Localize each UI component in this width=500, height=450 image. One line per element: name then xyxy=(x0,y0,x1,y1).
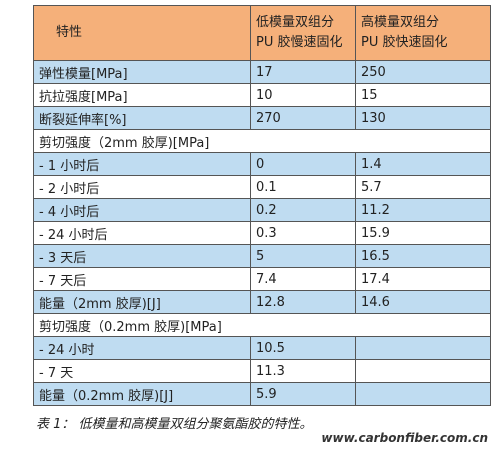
table-cell: 抗拉强度[MPa] xyxy=(33,83,251,107)
table-row: - 24 小时后 0.3 15.9 xyxy=(33,221,491,245)
table-cell: 12.8 xyxy=(250,290,356,314)
table-cell: - 3 天后 xyxy=(33,244,251,268)
table-row: - 7 天 11.3 xyxy=(33,359,491,383)
table-cell: 250 xyxy=(355,60,491,84)
table-cell: 5 xyxy=(250,244,356,268)
table-cell: 能量（2mm 胶厚)[J] xyxy=(33,290,251,314)
header-cell: 低模量双组分 PU 胶慢速固化 xyxy=(250,5,356,61)
table-cell: - 1 小时后 xyxy=(33,152,251,176)
table-row: - 4 小时后 0.2 11.2 xyxy=(33,198,491,222)
caption: 表 1： 低模量和高模量双组分聚氨酯胶的特性。 xyxy=(36,417,313,432)
table-cell: 11.3 xyxy=(250,359,356,383)
table-cell: 0.3 xyxy=(250,221,356,245)
table-cell: - 7 天 xyxy=(33,359,251,383)
table-cell xyxy=(355,359,491,383)
table-cell: 5.9 xyxy=(250,382,356,406)
table-cell: 弹性模量[MPa] xyxy=(33,60,251,84)
table-cell: 17.4 xyxy=(355,267,491,291)
table-row: 能量（0.2mm 胶厚)[J] 5.9 xyxy=(33,382,491,406)
header-row: 特性 低模量双组分 PU 胶慢速固化 高模量双组分 PU 胶快速固化 xyxy=(33,5,491,61)
table-row: - 7 天后 7.4 17.4 xyxy=(33,267,491,291)
table-cell: 17 xyxy=(250,60,356,84)
table-cell xyxy=(355,382,491,406)
header-cell: 特性 xyxy=(33,5,251,61)
table-cell: 剪切强度（2mm 胶厚)[MPa] xyxy=(33,129,491,153)
table-cell: 7.4 xyxy=(250,267,356,291)
table-cell: 1.4 xyxy=(355,152,491,176)
table-row: 抗拉强度[MPa] 10 15 xyxy=(33,83,491,107)
table-row: - 24 小时 10.5 xyxy=(33,336,491,360)
table-cell: - 4 小时后 xyxy=(33,198,251,222)
table-row: 能量（2mm 胶厚)[J] 12.8 14.6 xyxy=(33,290,491,314)
table-cell: 16.5 xyxy=(355,244,491,268)
table-row: - 1 小时后 0 1.4 xyxy=(33,152,491,176)
properties-table: 特性 低模量双组分 PU 胶慢速固化 高模量双组分 PU 胶快速固化 弹性模量[MPa]… xyxy=(33,5,491,406)
table-row: 弹性模量[MPa] 17 250 xyxy=(33,60,491,84)
table-cell: 11.2 xyxy=(355,198,491,222)
table-row: - 3 天后 5 16.5 xyxy=(33,244,491,268)
table-cell: - 24 小时 xyxy=(33,336,251,360)
table-cell: 270 xyxy=(250,106,356,130)
table-cell: - 7 天后 xyxy=(33,267,251,291)
table-cell: - 2 小时后 xyxy=(33,175,251,199)
table-cell: 0.2 xyxy=(250,198,356,222)
header-cell: 高模量双组分 PU 胶快速固化 xyxy=(355,5,491,61)
table-cell xyxy=(355,336,491,360)
table-cell: 15 xyxy=(355,83,491,107)
table-cell: 0 xyxy=(250,152,356,176)
table-cell: 能量（0.2mm 胶厚)[J] xyxy=(33,382,251,406)
watermark: www.carbonfiber.com.cn xyxy=(321,431,488,445)
table-cell: 10.5 xyxy=(250,336,356,360)
table-cell: 剪切强度（0.2mm 胶厚)[MPa] xyxy=(33,313,491,337)
table-row: 剪切强度（0.2mm 胶厚)[MPa] xyxy=(33,313,491,337)
table-cell: 断裂延伸率[%] xyxy=(33,106,251,130)
table-cell: 10 xyxy=(250,83,356,107)
table-cell: 14.6 xyxy=(355,290,491,314)
table-row: 断裂延伸率[%] 270 130 xyxy=(33,106,491,130)
table-cell: 130 xyxy=(355,106,491,130)
table-cell: 15.9 xyxy=(355,221,491,245)
table-row: - 2 小时后 0.1 5.7 xyxy=(33,175,491,199)
table-row: 剪切强度（2mm 胶厚)[MPa] xyxy=(33,129,491,153)
table-cell: 5.7 xyxy=(355,175,491,199)
table-cell: - 24 小时后 xyxy=(33,221,251,245)
table-cell: 0.1 xyxy=(250,175,356,199)
